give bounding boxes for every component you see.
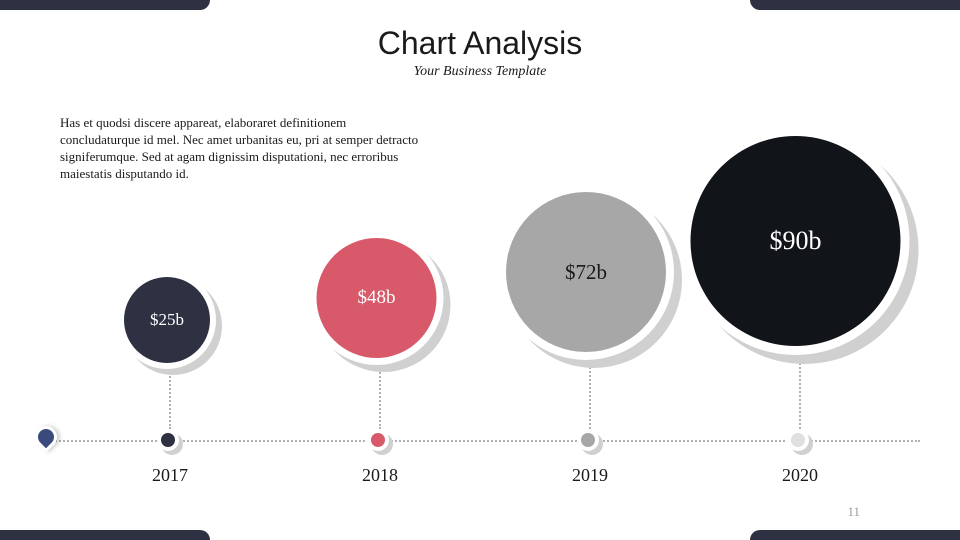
- bubble-fill: $25b: [124, 277, 210, 363]
- node-dot: [161, 433, 175, 447]
- timeline-year-label: 2017: [152, 465, 188, 486]
- slide-body-text: Has et quodsi discere appareat, elaborar…: [60, 115, 420, 183]
- corner-bottom-right: [750, 530, 960, 540]
- corner-bottom-left: [0, 530, 210, 540]
- node-dot: [581, 433, 595, 447]
- bubble-fill: $72b: [506, 192, 666, 352]
- bubble-value-label: $48b: [358, 287, 396, 309]
- page-number: 11: [847, 504, 860, 520]
- corner-top-right: [750, 0, 960, 10]
- timeline-year-label: 2019: [572, 465, 608, 486]
- bubble-value-label: $72b: [565, 260, 607, 285]
- corner-top-left: [0, 0, 210, 10]
- timeline-node: [577, 429, 603, 455]
- timeline-start-marker: [30, 421, 61, 452]
- bubble: $25b: [118, 271, 222, 375]
- timeline-stem: [799, 355, 801, 429]
- bubble-fill: $90b: [691, 136, 901, 346]
- node-dot: [371, 433, 385, 447]
- timeline-year-label: 2020: [782, 465, 818, 486]
- timeline-node: [367, 429, 393, 455]
- timeline-stem: [589, 360, 591, 429]
- timeline-node: [787, 429, 813, 455]
- bubble-fill: $48b: [317, 238, 437, 358]
- timeline-stem: [379, 365, 381, 429]
- bubble: $90b: [682, 127, 919, 364]
- bubble-value-label: $25b: [150, 310, 184, 330]
- bubble: $72b: [498, 184, 682, 368]
- timeline-stem: [169, 369, 171, 429]
- bubble: $48b: [310, 231, 451, 372]
- slide-title: Chart Analysis: [0, 25, 960, 62]
- bubble-value-label: $90b: [770, 226, 822, 256]
- timeline-node: [157, 429, 183, 455]
- node-dot: [791, 433, 805, 447]
- timeline-year-label: 2018: [362, 465, 398, 486]
- slide-subtitle: Your Business Template: [0, 64, 960, 80]
